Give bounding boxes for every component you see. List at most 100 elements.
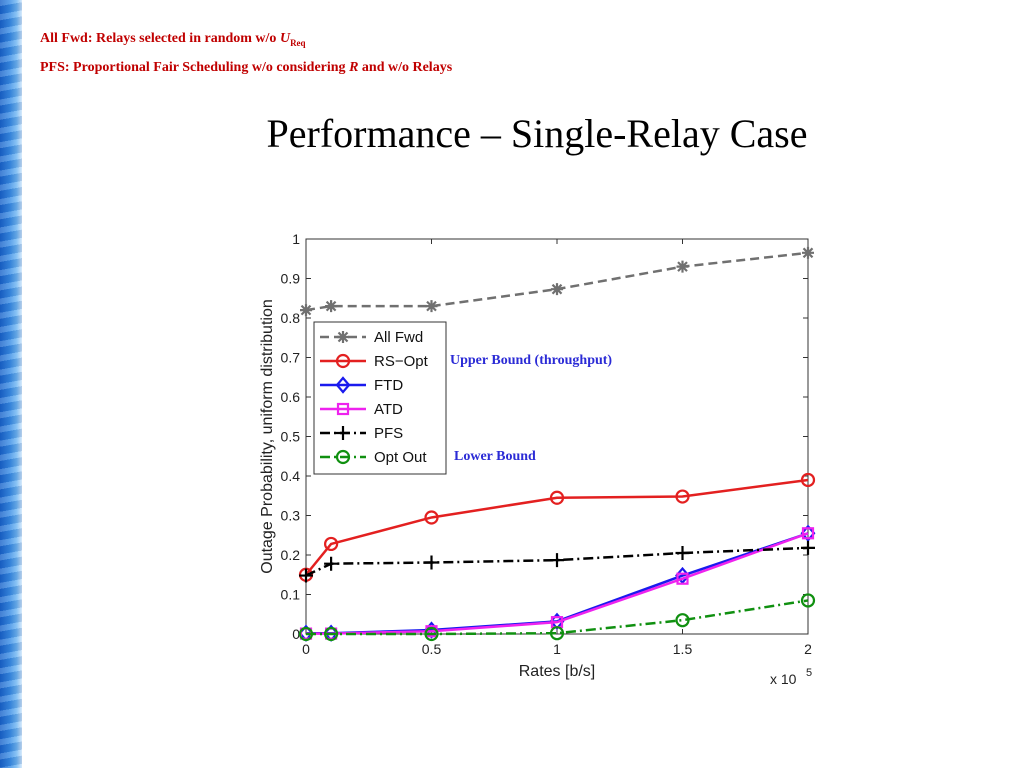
- annotation-upper-bound: Upper Bound (throughput): [450, 353, 613, 368]
- y-tick-label: 0.2: [281, 547, 301, 563]
- legend-label-rs-opt: RS−Opt: [374, 353, 429, 370]
- data-point-pfs-shape: [424, 555, 439, 570]
- data-point-opt-out-shape: [675, 613, 690, 628]
- legend-marker-ftd: [335, 376, 351, 394]
- y-tick-label: 0.3: [281, 508, 301, 524]
- data-point-rs-opt: [424, 510, 439, 525]
- data-point-pfs-shape: [550, 553, 564, 568]
- note-all-fwd-sub: Req: [290, 37, 306, 48]
- note-pfs-var: R: [349, 60, 359, 75]
- data-point-pfs-shape: [324, 556, 339, 571]
- legend-marker-rs-opt-shape: [335, 353, 351, 369]
- note-all-fwd-text: All Fwd: Relays selected in random w/o: [40, 31, 280, 46]
- outage-chart: 0 0.1 0.2 0.3 0.4 0.5 0.6 0.7 0.8 0.9 1 0 0.5 1 1.5 2 Ra…: [259, 231, 816, 687]
- data-point-all-fwd-shape: [676, 260, 689, 273]
- data-point-pfs-shape: [801, 540, 815, 555]
- x-multiplier-exponent: 5: [806, 667, 812, 679]
- data-point-all-fwd: [425, 300, 438, 313]
- x-tick-label: 2: [804, 641, 812, 657]
- y-axis-label: Outage Probability, uniform distribution: [259, 299, 276, 574]
- legend-marker-ftd-shape: [335, 376, 351, 394]
- data-point-all-fwd-shape: [325, 300, 338, 313]
- y-tick-label: 0.6: [281, 389, 301, 405]
- data-point-opt-out: [298, 626, 314, 642]
- y-tick-label: 0: [292, 626, 300, 642]
- data-point-opt-out: [549, 626, 565, 641]
- legend-marker-all-fwd: [337, 331, 349, 343]
- legend-label-pfs: PFS: [374, 425, 403, 442]
- series-line-pfs: [305, 546, 809, 577]
- legend-marker-rs-opt: [335, 353, 351, 369]
- legend-marker-opt-out-shape: [335, 449, 351, 465]
- y-tick-label: 0.4: [281, 468, 301, 484]
- y-tick-label: 0.1: [281, 587, 301, 603]
- data-point-atd: [676, 572, 689, 585]
- note-pfs-suffix: and w/o Relays: [358, 60, 453, 75]
- data-point-atd-shape: [801, 527, 815, 540]
- y-tick-label: 0.7: [281, 350, 301, 366]
- legend-marker-atd: [336, 402, 350, 416]
- legend-marker-pfs: [336, 426, 350, 440]
- legend-label-opt-out: Opt Out: [374, 449, 427, 466]
- legend-marker-opt-out: [335, 449, 351, 465]
- x-tick-label: 0: [302, 641, 310, 657]
- data-point-rs-opt-shape: [549, 490, 565, 505]
- data-point-rs-opt-shape: [675, 489, 690, 504]
- data-point-all-fwd: [325, 300, 338, 313]
- legend-box: [313, 321, 447, 475]
- legend-label-atd: ATD: [374, 401, 403, 418]
- data-point-opt-out-shape: [298, 626, 314, 642]
- legend-label-all-fwd: All Fwd: [374, 329, 423, 346]
- data-point-all-fwd: [551, 283, 563, 296]
- data-point-all-fwd: [802, 246, 814, 259]
- data-point-opt-out: [675, 613, 690, 628]
- data-point-opt-out: [424, 626, 439, 642]
- y-tick-label: 0.9: [281, 271, 301, 287]
- data-point-atd: [801, 527, 815, 540]
- data-point-rs-opt-shape: [323, 536, 339, 552]
- legend-marker-all-fwd-shape: [337, 331, 349, 343]
- data-point-rs-opt: [800, 472, 816, 488]
- y-tick-label: 0.5: [281, 429, 301, 445]
- data-point-opt-out-shape: [323, 626, 339, 642]
- x-tick-label: 1.5: [673, 641, 693, 657]
- y-tick-label: 0.8: [281, 310, 301, 326]
- data-point-all-fwd-shape: [802, 246, 814, 259]
- data-point-rs-opt-shape: [800, 472, 816, 488]
- data-point-opt-out: [800, 593, 816, 608]
- x-tick-label: 0.5: [422, 641, 442, 657]
- decorative-side-bar: [0, 0, 22, 768]
- annotation-lower-bound: Lower Bound: [454, 449, 536, 464]
- legend-marker-pfs-shape: [336, 426, 350, 440]
- data-point-rs-opt-shape: [424, 510, 439, 525]
- data-point-opt-out: [323, 626, 339, 642]
- data-point-opt-out-shape: [424, 626, 439, 642]
- data-point-pfs: [550, 553, 564, 568]
- data-point-all-fwd-shape: [425, 300, 438, 313]
- page-title: Performance – Single-Relay Case: [266, 111, 808, 156]
- data-point-opt-out-shape: [800, 593, 816, 608]
- data-point-pfs: [801, 540, 815, 555]
- data-point-pfs-shape: [675, 546, 690, 561]
- series-line-opt-out: [306, 599, 809, 636]
- y-tick-label: 1: [292, 231, 300, 247]
- data-point-all-fwd-shape: [300, 304, 312, 317]
- x-axis-label: Rates [b/s]: [519, 663, 595, 680]
- x-multiplier: x 10: [770, 671, 797, 687]
- legend-label-ftd: FTD: [374, 377, 403, 394]
- data-point-atd-shape: [676, 572, 689, 585]
- data-point-all-fwd: [676, 260, 689, 273]
- data-point-pfs: [424, 555, 439, 570]
- note-all-fwd-var: U: [279, 31, 291, 46]
- data-point-pfs: [324, 556, 339, 571]
- legend-marker-atd-shape: [336, 402, 350, 416]
- data-point-opt-out-shape: [549, 626, 565, 641]
- x-tick-label: 1: [553, 641, 561, 657]
- note-all-fwd: All Fwd: Relays selected in random w/o U…: [40, 31, 306, 48]
- data-point-all-fwd-shape: [551, 283, 563, 296]
- data-point-rs-opt: [675, 489, 690, 504]
- data-point-rs-opt: [549, 490, 565, 505]
- data-point-pfs-shape: [299, 568, 313, 583]
- data-point-rs-opt: [323, 536, 339, 552]
- note-pfs: PFS: Proportional Fair Scheduling w/o co…: [40, 60, 452, 76]
